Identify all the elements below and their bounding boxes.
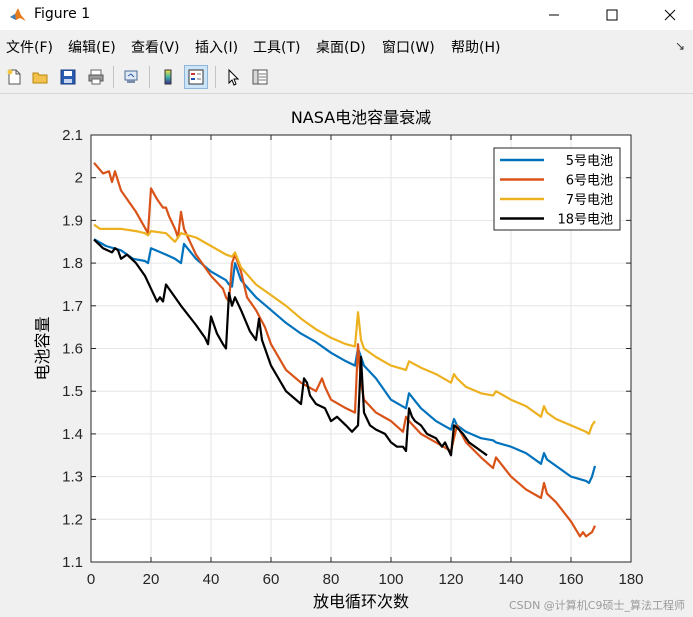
menu-edit[interactable]: 编辑(E): [68, 40, 116, 56]
link-plot-icon[interactable]: [119, 65, 143, 89]
x-tick-label: 140: [498, 571, 523, 588]
x-tick-label: 40: [203, 571, 220, 588]
close-icon: [664, 9, 676, 21]
legend-label-1: 5号电池: [566, 154, 613, 169]
x-tick-label: 60: [263, 571, 280, 588]
menu-bar: 文件(F) 编辑(E) 查看(V) 插入(I) 工具(T) 桌面(D) 窗口(W…: [0, 32, 693, 58]
y-tick-label: 1.3: [62, 469, 83, 486]
toolbar-separator: [149, 66, 150, 88]
x-tick-label: 0: [87, 571, 95, 588]
y-axis-label: 电池容量: [33, 316, 52, 380]
print-icon[interactable]: [84, 65, 108, 89]
menu-insert[interactable]: 插入(I): [195, 40, 239, 56]
minimize-button[interactable]: [531, 0, 577, 30]
series-line-3: [93, 223, 596, 435]
maximize-icon: [606, 9, 618, 21]
menu-file[interactable]: 文件(F): [6, 40, 53, 56]
new-file-icon[interactable]: [2, 65, 26, 89]
pointer-icon[interactable]: [221, 65, 245, 89]
y-tick-label: 1.9: [62, 212, 83, 229]
y-tick-label: 2: [75, 170, 83, 187]
y-tick-label: 1.2: [62, 511, 83, 528]
menu-desktop[interactable]: 桌面(D): [316, 40, 366, 56]
series-line-4: [93, 238, 488, 457]
dock-arrow-icon[interactable]: ↘: [674, 39, 685, 53]
chart-title: NASA电池容量衰减: [291, 108, 431, 127]
property-editor-icon[interactable]: [248, 65, 272, 89]
toolbar-separator: [113, 66, 114, 88]
x-tick-label: 160: [558, 571, 583, 588]
minimize-icon: [549, 14, 559, 16]
y-tick-label: 2.1: [62, 127, 83, 144]
x-axis-label: 放电循环次数: [313, 592, 409, 611]
watermark: CSDN @计算机C9硕士_算法工程师: [508, 599, 685, 612]
colorbar-icon[interactable]: [156, 65, 180, 89]
x-tick-label: 120: [438, 571, 463, 588]
legend-icon[interactable]: [184, 65, 208, 89]
y-tick-label: 1.5: [62, 383, 83, 400]
close-button[interactable]: [647, 0, 693, 30]
y-tick-label: 1.4: [62, 426, 83, 443]
line-chart: 0 20 40 60 80 100 120 140 160 180 1.1 1.2 1.3 1.4 1.5 1…: [33, 108, 644, 611]
window-title: Figure 1: [34, 6, 91, 22]
x-tick-label: 20: [143, 571, 160, 588]
x-tick-label: 100: [378, 571, 403, 588]
figure-toolbar: [0, 60, 693, 94]
legend-label-2: 6号电池: [566, 174, 613, 189]
menu-help[interactable]: 帮助(H): [451, 40, 501, 56]
y-tick-label: 1.6: [62, 341, 83, 358]
x-tick-label: 180: [618, 571, 643, 588]
maximize-button[interactable]: [589, 0, 635, 30]
figure-canvas: 0 20 40 60 80 100 120 140 160 180 1.1 1.2 1.3 1.4 1.5 1…: [0, 95, 693, 617]
legend-label-3: 7号电池: [566, 193, 613, 208]
save-icon[interactable]: [56, 65, 80, 89]
y-tick-label: 1.8: [62, 255, 83, 272]
menu-view[interactable]: 查看(V): [131, 40, 180, 56]
legend-box: [493, 147, 621, 231]
series-line-2: [93, 162, 596, 538]
window-titlebar: Figure 1: [0, 0, 693, 30]
open-folder-icon[interactable]: [28, 65, 52, 89]
matlab-logo-icon: [10, 8, 26, 21]
x-tick-label: 80: [323, 571, 340, 588]
menu-tools[interactable]: 工具(T): [253, 40, 301, 56]
y-tick-label: 1.1: [62, 554, 83, 571]
menu-window[interactable]: 窗口(W): [382, 40, 435, 56]
toolbar-separator: [215, 66, 216, 88]
legend-label-4: 18号电池: [557, 213, 613, 228]
y-tick-label: 1.7: [62, 298, 83, 315]
